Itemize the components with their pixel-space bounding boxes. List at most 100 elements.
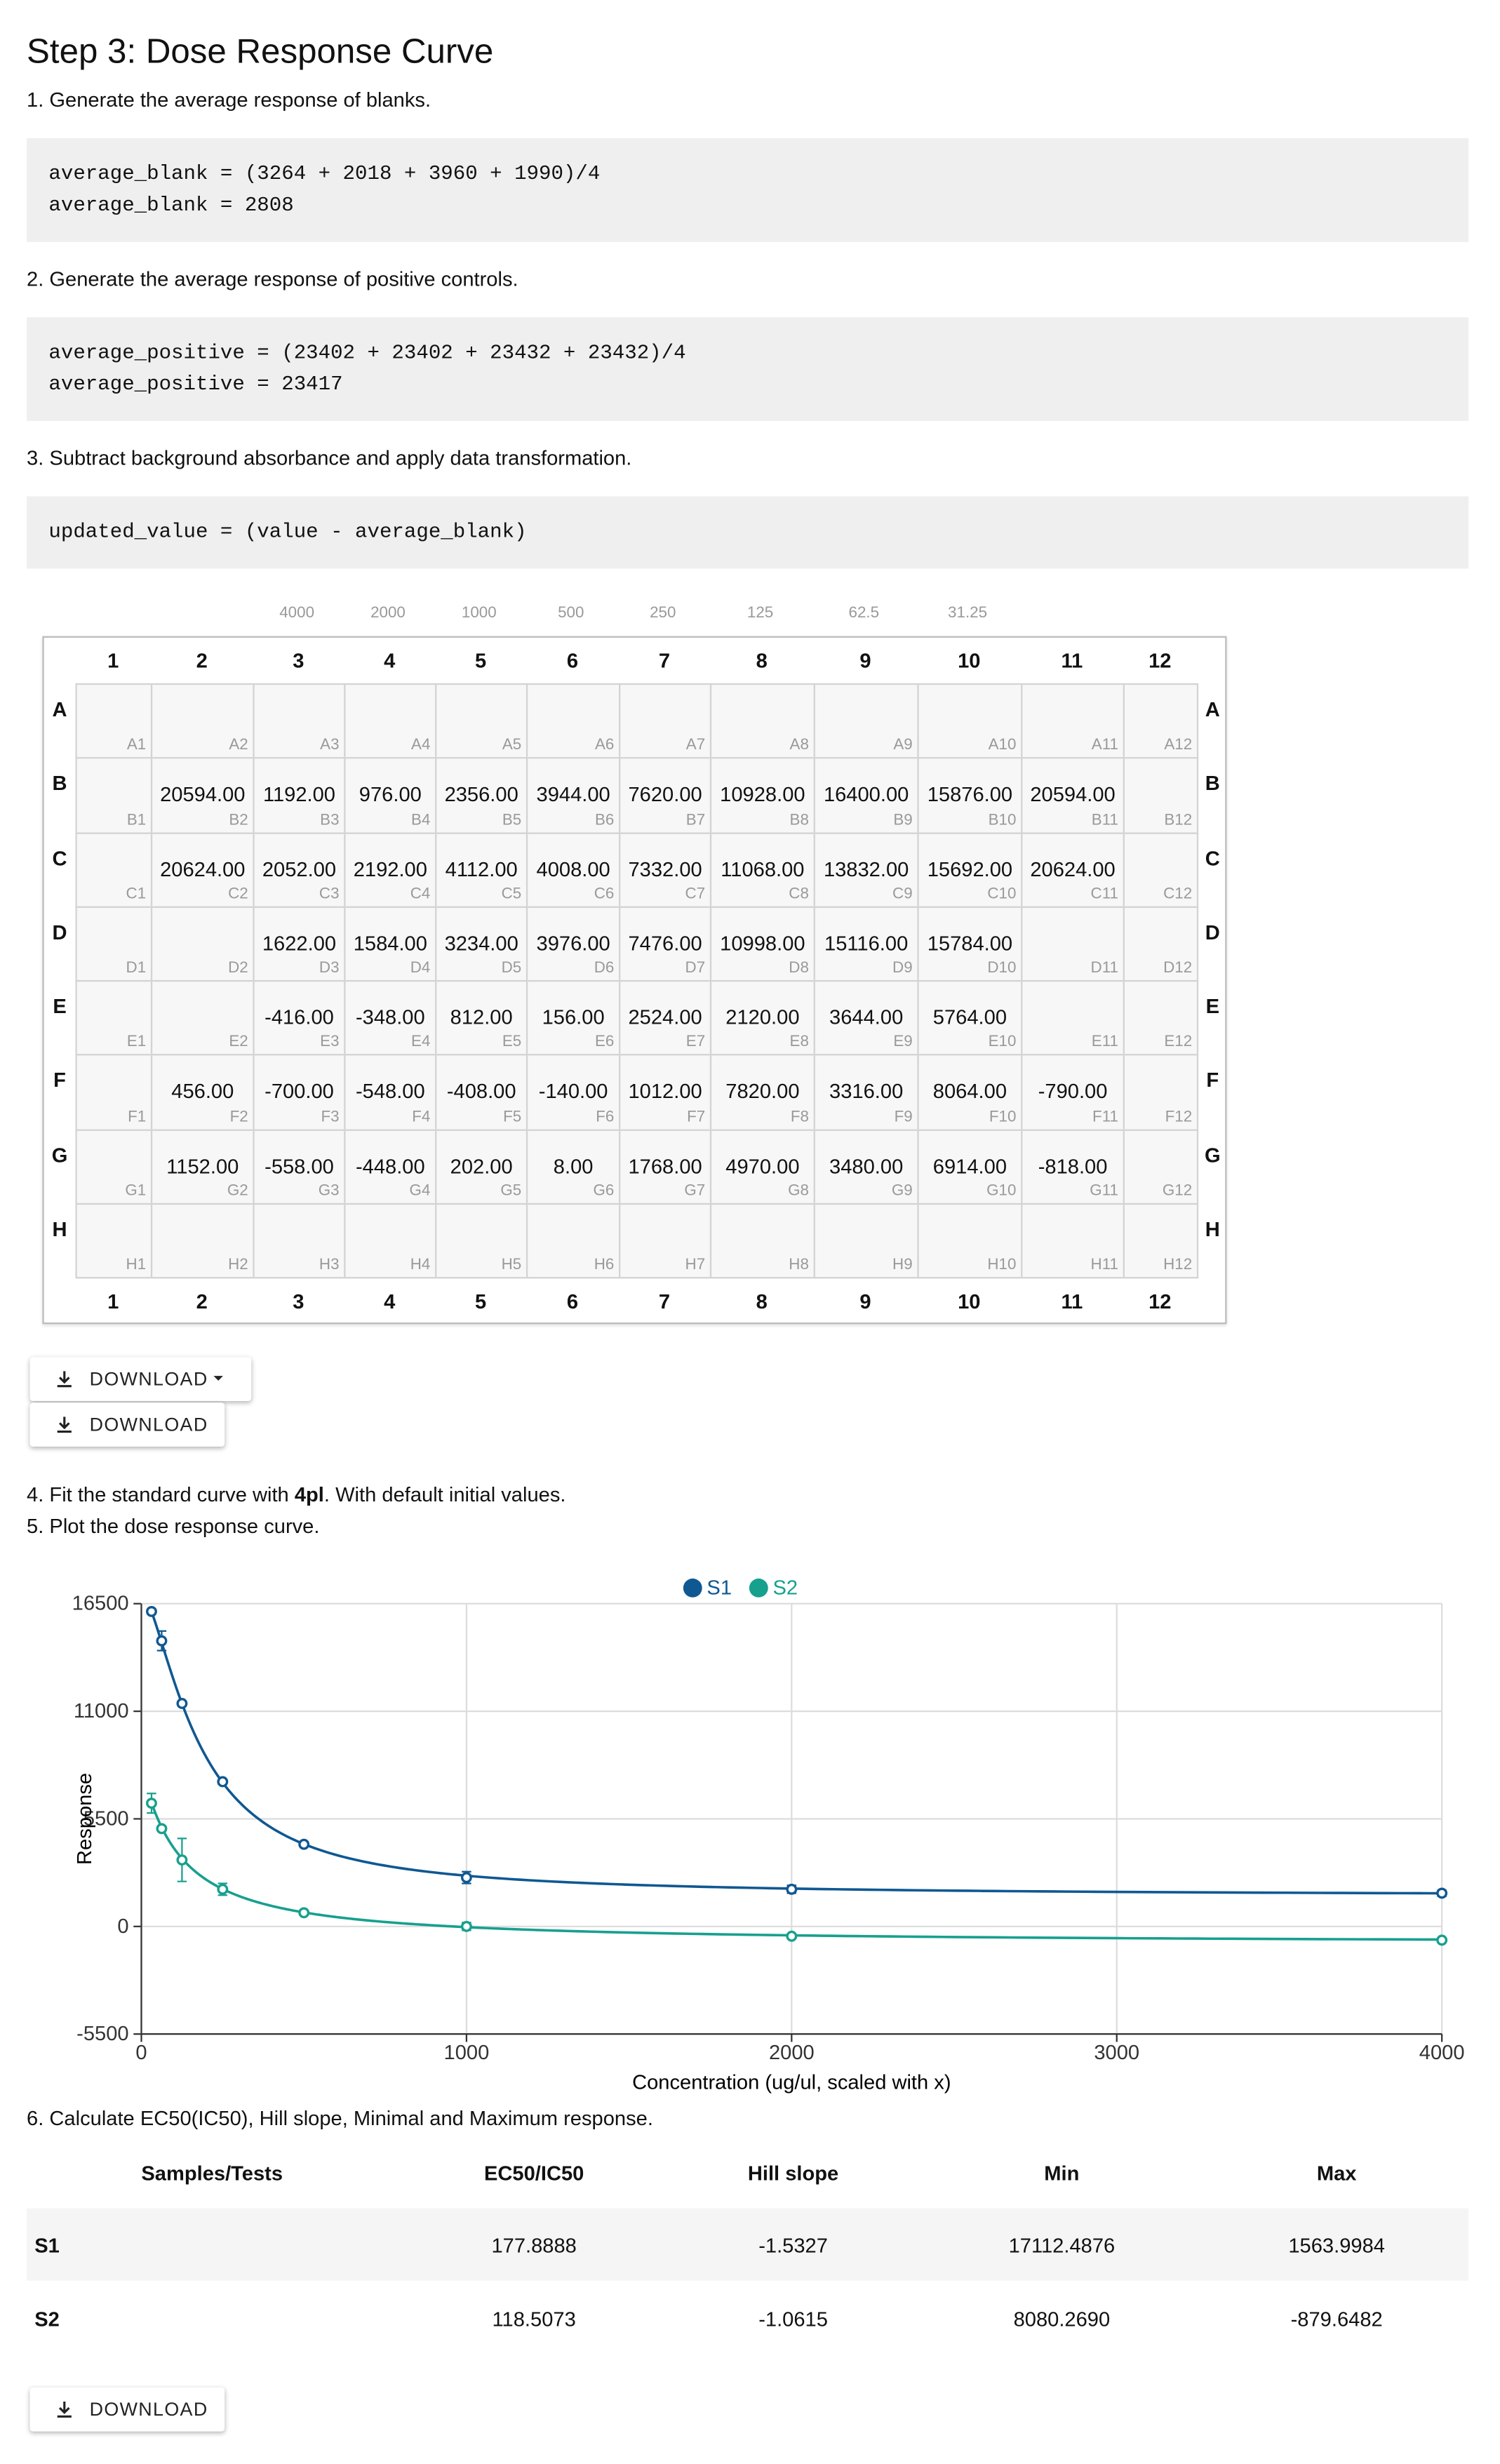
plate-well: 4112.00 C5 — [435, 831, 528, 908]
well-value: 2052.00 — [262, 857, 337, 881]
step-text-bold: 4pl — [294, 1482, 324, 1506]
well-value: -348.00 — [355, 1005, 425, 1029]
well-id: A10 — [988, 737, 1017, 755]
table-cell: 8080.2690 — [1013, 2306, 1111, 2331]
well-id: G3 — [318, 1182, 340, 1200]
well-id: G10 — [986, 1182, 1017, 1200]
well-value: 13832.00 — [823, 857, 909, 881]
row-header: E — [53, 994, 67, 1018]
y-tick-label: 16500 — [72, 1593, 129, 1615]
well-value: 3480.00 — [829, 1153, 904, 1177]
well-id: D2 — [228, 959, 248, 977]
plate-well: D12 — [1123, 906, 1199, 982]
column-header: 12 — [1149, 648, 1172, 673]
column-header: 8 — [756, 648, 768, 673]
well-id: C3 — [319, 885, 340, 903]
well-id: C6 — [594, 885, 615, 903]
plate-well: 20594.00 B11 — [1021, 757, 1125, 833]
plate-well: -408.00 F5 — [435, 1054, 528, 1130]
x-tick-label: 4000 — [1419, 2042, 1465, 2064]
plate-well: 16400.00 B9 — [813, 757, 919, 833]
well-value: -448.00 — [355, 1153, 425, 1177]
well-id: G11 — [1090, 1182, 1118, 1200]
data-point — [156, 1635, 168, 1647]
plate-well: H9 — [813, 1203, 919, 1279]
well-id: F2 — [229, 1108, 248, 1126]
well-id: B3 — [320, 811, 340, 829]
well-id: F1 — [128, 1108, 147, 1126]
well-id: B1 — [126, 811, 147, 829]
download-results-button[interactable]: DOWNLOAD — [29, 2387, 225, 2432]
well-id: D11 — [1090, 959, 1118, 977]
table-cell: 1563.9984 — [1288, 2233, 1385, 2258]
plate-well: 2052.00 C3 — [253, 831, 346, 908]
well-id: C5 — [501, 885, 522, 903]
column-footer: 8 — [756, 1290, 768, 1313]
concentration-label: 125 — [746, 604, 774, 622]
plate-well: A2 — [150, 683, 255, 759]
plate-well: 1192.00 B3 — [253, 757, 346, 833]
concentration-label: 1000 — [461, 604, 497, 622]
step-text-part: . With default initial values. — [323, 1482, 566, 1506]
well-value: -140.00 — [538, 1079, 608, 1104]
table-cell: -1.5327 — [758, 2233, 828, 2258]
well-id: H5 — [501, 1256, 522, 1274]
row-header: H — [1205, 1217, 1220, 1241]
well-id: H4 — [410, 1256, 431, 1274]
well-value: 11068.00 — [721, 857, 805, 881]
well-id: D3 — [319, 959, 340, 977]
plate-well: 7820.00 F8 — [709, 1054, 815, 1130]
well-id: B11 — [1091, 811, 1118, 829]
well-id: F6 — [596, 1108, 615, 1126]
well-value: 3644.00 — [829, 1005, 904, 1029]
well-id: B7 — [685, 811, 706, 829]
plate-well: -140.00 F6 — [525, 1054, 621, 1130]
x-tick-label: 0 — [135, 2042, 147, 2064]
button-label: DOWNLOAD — [89, 2398, 208, 2421]
column-footer: 1 — [107, 1290, 119, 1313]
plate-well: 3234.00 D5 — [435, 906, 528, 982]
data-point — [460, 1872, 472, 1884]
well-id: D10 — [987, 959, 1017, 977]
well-value: 8064.00 — [932, 1079, 1007, 1104]
table-header: Min — [1044, 2161, 1080, 2185]
plate-well: A1 — [75, 683, 153, 759]
plate-well: A8 — [709, 683, 815, 759]
well-value: 456.00 — [171, 1079, 234, 1104]
well-value: 2356.00 — [444, 782, 518, 807]
plate-well: H10 — [917, 1203, 1023, 1279]
x-tick-label: 3000 — [1094, 2042, 1139, 2064]
well-value: 7620.00 — [628, 782, 702, 807]
plate-well: 1012.00 F7 — [619, 1054, 712, 1130]
well-id: E12 — [1164, 1033, 1193, 1052]
fit-curve — [150, 1611, 1442, 1895]
download-button[interactable]: DOWNLOAD — [29, 1402, 225, 1447]
plate-well: 15876.00 B10 — [917, 757, 1023, 833]
plate-well: A12 — [1123, 683, 1199, 759]
plate-well: 456.00 F2 — [150, 1054, 255, 1130]
plate-well: A11 — [1021, 683, 1125, 759]
well-value: 20624.00 — [1030, 857, 1116, 881]
well-value: 976.00 — [359, 782, 422, 807]
well-id: G7 — [684, 1182, 706, 1200]
well-id: E6 — [594, 1033, 615, 1052]
well-id: A11 — [1091, 737, 1118, 755]
well-id: H9 — [892, 1256, 913, 1274]
row-header: A — [52, 697, 67, 721]
column-header: 3 — [293, 648, 304, 673]
well-value: 1622.00 — [262, 931, 337, 955]
well-id: E10 — [988, 1033, 1017, 1052]
well-id: C10 — [987, 885, 1017, 903]
well-id: F4 — [412, 1108, 431, 1126]
plate-well: 7332.00 C7 — [619, 831, 712, 908]
well-id: E4 — [411, 1033, 431, 1052]
legend-label: S1 — [707, 1576, 732, 1599]
well-id: H7 — [685, 1256, 706, 1274]
well-id: H10 — [987, 1256, 1017, 1274]
row-header: F — [53, 1068, 66, 1092]
download-menu-button[interactable]: DOWNLOAD — [29, 1357, 252, 1401]
well-id: G9 — [891, 1182, 913, 1200]
plate-well: E1 — [75, 979, 153, 1056]
row-header: A — [1205, 697, 1220, 721]
column-footer: 9 — [859, 1290, 871, 1313]
